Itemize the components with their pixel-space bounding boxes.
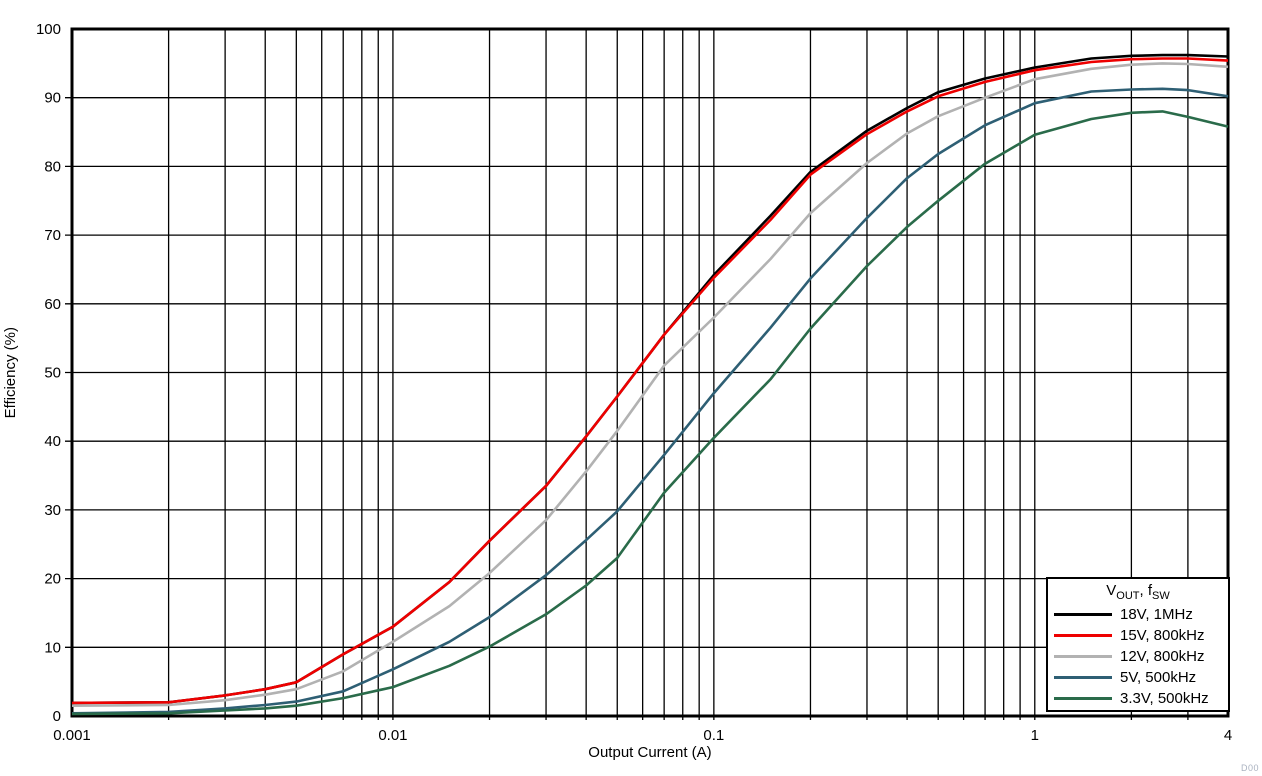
legend-title: VOUT, fSW: [1054, 582, 1222, 602]
legend-entry-15v-800khz: 15V, 800kHz: [1054, 625, 1222, 646]
x-tick-label: 0.001: [53, 727, 91, 744]
legend-entry-label: 15V, 800kHz: [1120, 627, 1205, 644]
curve-15v-800khz: [71, 57, 1229, 705]
legend-entry-label: 18V, 1MHz: [1120, 606, 1193, 623]
y-tick-label: 60: [44, 296, 61, 313]
y-tick-label: 80: [44, 158, 61, 175]
legend-swatch-12v-800khz: [1054, 655, 1112, 658]
curve-5v-500khz: [71, 87, 1229, 715]
legend: VOUT, fSW 18V, 1MHz 15V, 800kHz 12V, 800kH…: [1046, 577, 1230, 712]
legend-entry-label: 3.3V, 500kHz: [1120, 690, 1209, 707]
legend-entry-3v3-500khz: 3.3V, 500kHz: [1054, 688, 1222, 709]
legend-entry-label: 5V, 500kHz: [1120, 669, 1197, 686]
legend-swatch-18v-1mhz: [1054, 613, 1112, 616]
legend-entry-label: 12V, 800kHz: [1120, 648, 1205, 665]
plot-border: [70, 27, 1230, 718]
legend-entry-12v-800khz: 12V, 800kHz: [1054, 646, 1222, 667]
y-tick-label: 50: [44, 365, 61, 382]
legend-swatch-3v3-500khz: [1054, 697, 1112, 700]
y-tick-label: 10: [44, 639, 61, 656]
y-tick-label: 40: [44, 433, 61, 450]
figure-id-watermark: D00: [1240, 763, 1259, 773]
legend-title-f: , f: [1139, 582, 1153, 599]
y-tick-label: 90: [44, 90, 61, 107]
legend-swatch-15v-800khz: [1054, 634, 1112, 637]
y-tick-label: 30: [44, 502, 61, 519]
legend-entry-5v-500khz: 5V, 500kHz: [1054, 667, 1222, 688]
x-tick-label: 0.01: [378, 727, 407, 744]
legend-swatch-5v-500khz: [1054, 676, 1112, 679]
y-tick-label: 100: [36, 21, 61, 38]
y-tick-label: 0: [53, 708, 61, 725]
legend-title-fsw-sub: SW: [1152, 590, 1170, 602]
legend-entry-18v-1mhz: 18V, 1MHz: [1054, 604, 1222, 625]
curve-12v-800khz: [71, 62, 1229, 707]
y-tick-label: 70: [44, 227, 61, 244]
curve-3v3-500khz: [71, 110, 1229, 716]
x-tick-label: 1: [1031, 727, 1039, 744]
legend-title-vout-sub: OUT: [1116, 590, 1140, 602]
x-tick-label: 4: [1224, 727, 1232, 744]
legend-rows: 18V, 1MHz 15V, 800kHz 12V, 800kHz 5V, 500kH…: [1054, 604, 1222, 709]
x-tick-label: 0.1: [703, 727, 724, 744]
y-tick-label: 20: [44, 571, 61, 588]
x-axis-title: Output Current (A): [588, 744, 712, 761]
legend-title-v: V: [1106, 582, 1117, 599]
